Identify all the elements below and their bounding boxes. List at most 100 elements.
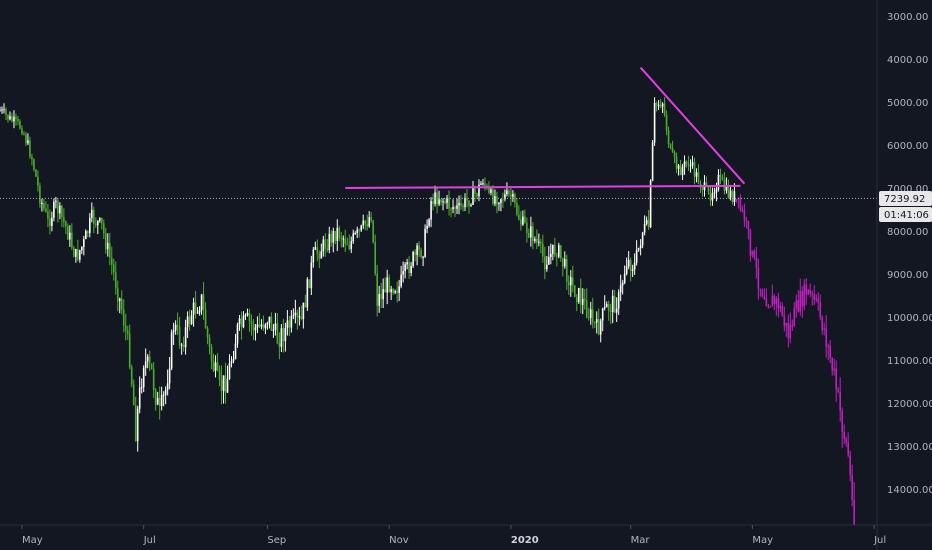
candle-body-222: [442, 201, 444, 203]
candle-body-133: [264, 324, 267, 329]
candle-body-314: [625, 266, 628, 274]
candle-body-4: [7, 114, 9, 120]
candle-body-3: [5, 109, 7, 115]
candle-body-211: [420, 249, 422, 258]
candle-body-165: [328, 233, 331, 251]
candle-body-75: [148, 356, 151, 364]
candle-body-180: [358, 229, 361, 231]
candle-body-101: [200, 294, 203, 311]
price-axis[interactable]: 3000.00 4000.00 5000.00 6000.00 7000.00 8000.…: [887, 12, 932, 496]
candle-body-192: [382, 289, 384, 300]
candle-body-167: [332, 230, 335, 243]
candle-body-98: [194, 302, 197, 313]
candle-body-27: [53, 201, 55, 218]
candle-body-286: [569, 277, 572, 286]
price-tick-4: 7000.00: [887, 184, 928, 195]
time-axis[interactable]: May Jul Sep Nov 2020 Mar May Jul: [21, 525, 886, 546]
candle-body-191: [380, 293, 382, 300]
candle-body-177: [352, 233, 355, 242]
candle-body-155: [308, 279, 311, 289]
candle-body-170: [338, 227, 341, 238]
candle-body-253: [504, 194, 506, 200]
candle-body-60: [118, 298, 121, 302]
support-line[interactable]: [345, 184, 741, 189]
candle-body-88: [174, 324, 177, 331]
candle-body-59: [116, 288, 119, 302]
candle-body-332: [661, 103, 664, 107]
candle-body-106: [210, 346, 213, 361]
candle-body-405: [807, 289, 810, 295]
time-tick-0: May: [22, 535, 43, 546]
descending-trendline[interactable]: [639, 66, 746, 185]
candle-body-82: [162, 394, 165, 396]
candle-body-185: [368, 217, 371, 227]
candle-body-296: [589, 309, 592, 318]
candle-body-348: [693, 162, 696, 177]
candle-body-342: [681, 167, 684, 176]
candle-body-28: [55, 200, 57, 202]
candle-body-14: [27, 140, 29, 144]
candle-body-344: [685, 161, 688, 164]
candle-body-301: [599, 320, 602, 335]
candle-body-288: [573, 285, 576, 298]
candle-body-186: [370, 217, 373, 221]
candle-body-373: [743, 209, 746, 221]
candle-body-238: [474, 188, 476, 194]
candle-body-378: [753, 250, 756, 258]
candle-body-123: [244, 315, 247, 317]
candle-body-335: [667, 130, 670, 145]
candle-body-267: [532, 226, 534, 241]
candle-body-345: [687, 163, 690, 166]
candle-body-225: [448, 197, 450, 209]
candle-body-418: [833, 368, 836, 371]
candle-body-30: [59, 205, 61, 214]
candle-body-8: [15, 116, 17, 120]
candle-body-69: [136, 408, 139, 442]
candle-body-13: [25, 134, 27, 144]
candle-body-249: [496, 196, 498, 205]
candle-body-413: [823, 328, 826, 331]
candle-body-143: [284, 327, 287, 342]
candle-body-45: [89, 217, 91, 234]
candle-body-153: [304, 302, 307, 308]
candle-body-76: [150, 363, 153, 369]
candle-body-62: [122, 309, 125, 326]
candle-body-42: [83, 239, 85, 247]
candle-body-84: [166, 383, 169, 390]
candle-body-349: [695, 172, 698, 177]
candle-body-340: [677, 165, 680, 169]
price-tick-8: 11000.00: [887, 356, 932, 367]
candle-body-81: [160, 395, 163, 407]
candle-body-77: [152, 368, 155, 390]
candle-body-2: [3, 109, 5, 111]
candle-body-54: [106, 243, 109, 250]
candle-body-111: [220, 379, 223, 392]
candle-body-200: [398, 286, 400, 293]
current-price-text: 7239.92: [884, 194, 925, 205]
candle-body-67: [132, 384, 135, 406]
candle-body-377: [751, 250, 754, 256]
candle-body-147: [292, 315, 295, 317]
candle-body-86: [170, 332, 173, 369]
candle-body-41: [81, 246, 83, 251]
candle-body-360: [717, 174, 720, 190]
candle-body-315: [627, 259, 630, 267]
candle-body-210: [418, 245, 420, 250]
candle-body-284: [565, 258, 568, 282]
candle-body-404: [805, 284, 808, 295]
candle-body-189: [376, 273, 378, 306]
candle-body-181: [360, 225, 363, 231]
candle-body-292: [581, 299, 584, 305]
candle-body-64: [126, 330, 129, 334]
candle-body-415: [827, 345, 830, 347]
candle-body-263: [524, 216, 526, 223]
candle-body-96: [190, 315, 193, 324]
candle-body-83: [164, 389, 167, 395]
candle-body-85: [168, 368, 171, 384]
candle-body-31: [61, 205, 63, 218]
candle-body-350: [697, 172, 700, 184]
candle-body-386: [769, 306, 772, 308]
candle-body-379: [755, 257, 758, 268]
candle-body-161: [320, 251, 323, 259]
